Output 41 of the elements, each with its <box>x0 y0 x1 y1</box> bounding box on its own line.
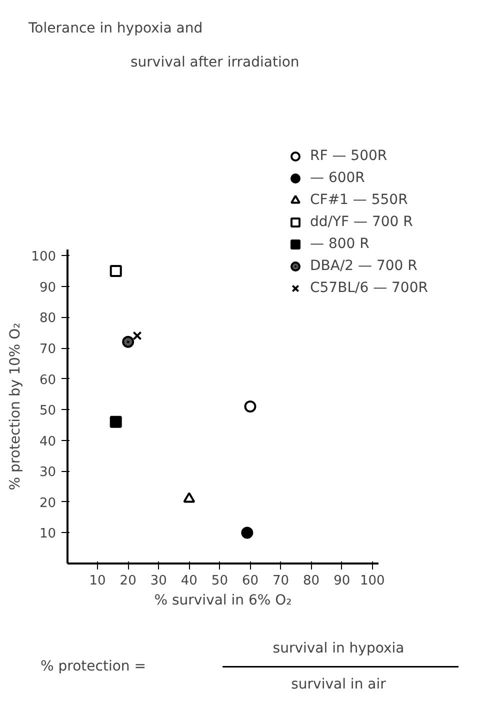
text: % protection = <box>40 658 146 674</box>
legend-label: — 800 R <box>310 236 370 252</box>
x-axis-title: % survival in 6% O₂ <box>154 592 292 608</box>
x-tick-label: 80 <box>303 574 320 588</box>
y-tick-label: 50 <box>39 404 56 419</box>
text: survival in hypoxia <box>272 640 404 656</box>
point <box>122 336 134 348</box>
x-tick-label: 50 <box>211 574 228 588</box>
point <box>241 526 254 539</box>
y-tick-label: 20 <box>39 496 56 511</box>
legend-label: DBA/2 — 700 R <box>310 258 418 274</box>
y-axis-title: % protection by 10% O₂ <box>8 322 24 490</box>
y-tick-label: 40 <box>39 434 56 450</box>
x-tick-label: 10 <box>89 574 106 588</box>
y-tick-label: 70 <box>39 342 56 358</box>
y-tick-label: 10 <box>39 526 56 542</box>
legend-label: RF — 500R <box>310 148 388 164</box>
x-tick-label: 90 <box>334 574 350 588</box>
point <box>110 265 122 278</box>
point <box>183 492 196 503</box>
y-tick-label: 80 <box>39 311 56 326</box>
y-tick-label: 100 <box>31 250 56 265</box>
legend-label: — 600R <box>310 170 365 186</box>
x-tick-label: 100 <box>360 574 385 588</box>
point <box>132 331 142 340</box>
x-tick-label: 20 <box>120 574 136 588</box>
legend-label: CF#1 — 550R <box>310 192 408 208</box>
x-tick-label: 30 <box>150 574 167 588</box>
x-tick-label: 60 <box>242 574 259 588</box>
text: survival in air <box>291 676 386 692</box>
chart-subtitle: survival after irradiation <box>130 54 300 70</box>
x-tick-label: 70 <box>272 574 290 588</box>
chart-title: Tolerance in hypoxia and <box>28 20 203 36</box>
point <box>110 416 122 428</box>
point <box>244 400 256 412</box>
y-tick-label: 60 <box>39 372 56 388</box>
y-tick-label: 90 <box>39 280 56 296</box>
legend-label: C57BL/6 — 700R <box>310 280 428 296</box>
y-tick-label: 30 <box>39 465 56 480</box>
x-tick-label: 40 <box>180 574 198 588</box>
legend-label: dd/YF — 700 R <box>310 214 413 230</box>
